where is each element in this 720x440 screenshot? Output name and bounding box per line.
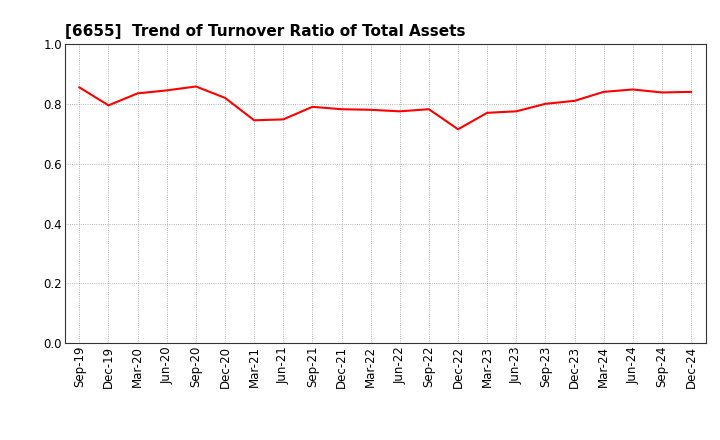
Text: [6655]  Trend of Turnover Ratio of Total Assets: [6655] Trend of Turnover Ratio of Total … <box>65 24 465 39</box>
